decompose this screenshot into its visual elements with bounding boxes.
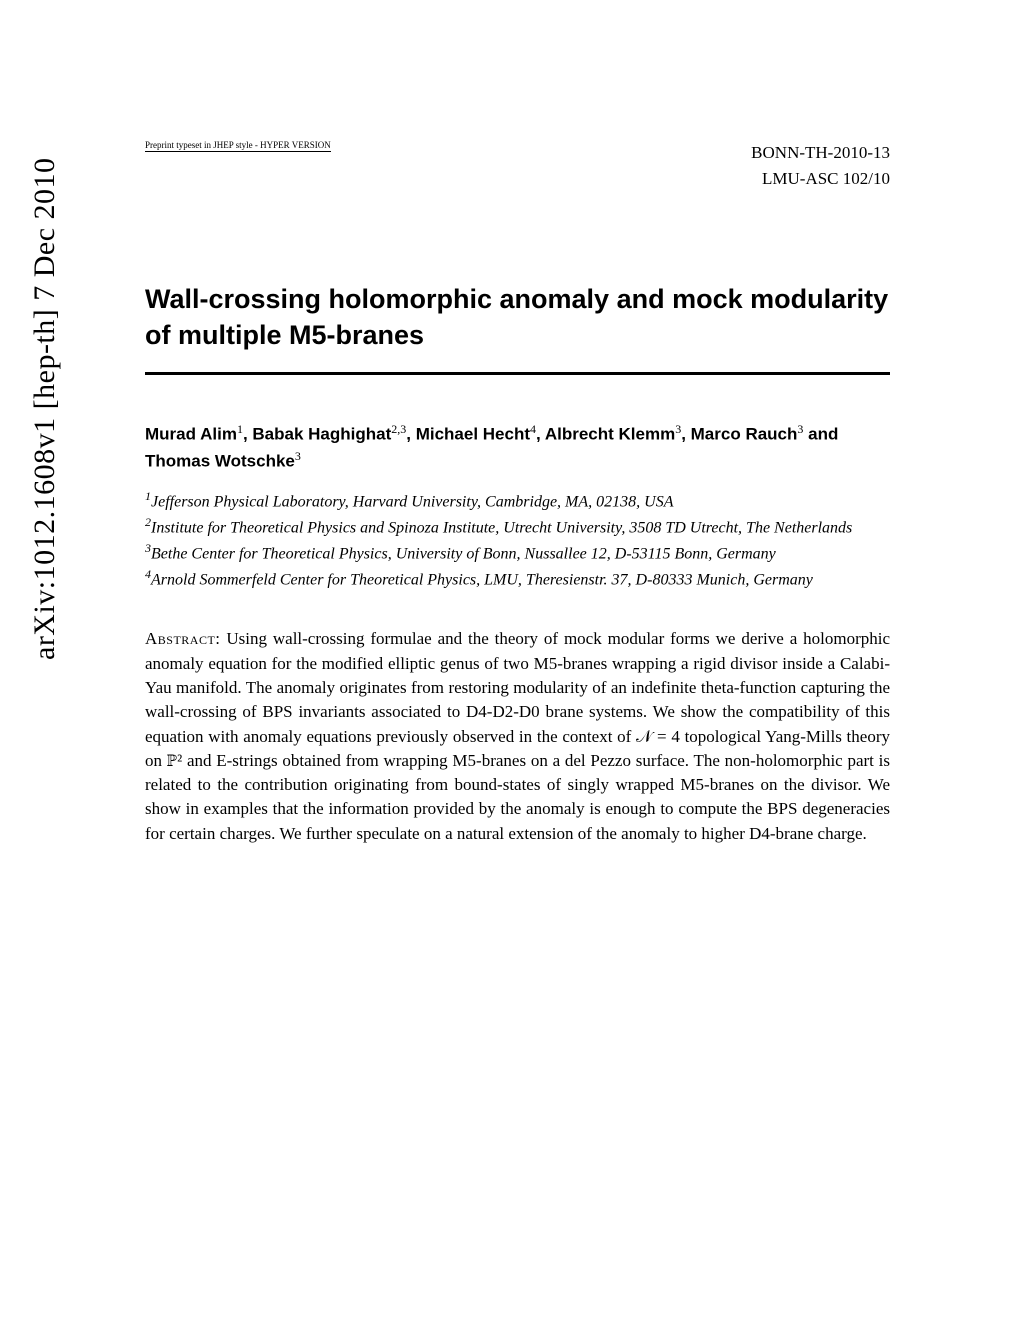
affiliation: 2Institute for Theoretical Physics and S… bbox=[145, 514, 890, 540]
abstract-label: Abstract: bbox=[145, 629, 221, 648]
report-number-2: LMU-ASC 102/10 bbox=[751, 166, 890, 192]
report-number-1: BONN-TH-2010-13 bbox=[751, 140, 890, 166]
report-numbers: BONN-TH-2010-13 LMU-ASC 102/10 bbox=[751, 140, 890, 191]
affiliation: 4Arnold Sommerfeld Center for Theoretica… bbox=[145, 566, 890, 592]
title-rule bbox=[145, 372, 890, 375]
arxiv-identifier: arXiv:1012.1608v1 [hep-th] 7 Dec 2010 bbox=[28, 157, 62, 660]
header-row: Preprint typeset in JHEP style - HYPER V… bbox=[145, 140, 890, 191]
abstract-text: Using wall-crossing formulae and the the… bbox=[145, 629, 890, 842]
affiliations: 1Jefferson Physical Laboratory, Harvard … bbox=[145, 488, 890, 592]
abstract: Abstract: Using wall-crossing formulae a… bbox=[145, 627, 890, 846]
affiliation: 1Jefferson Physical Laboratory, Harvard … bbox=[145, 488, 890, 514]
preprint-note: Preprint typeset in JHEP style - HYPER V… bbox=[145, 140, 331, 152]
authors: Murad Alim1, Babak Haghighat2,3, Michael… bbox=[145, 420, 890, 474]
paper-title: Wall-crossing holomorphic anomaly and mo… bbox=[145, 281, 890, 354]
affiliation: 3Bethe Center for Theoretical Physics, U… bbox=[145, 540, 890, 566]
page-content: Preprint typeset in JHEP style - HYPER V… bbox=[145, 140, 890, 846]
